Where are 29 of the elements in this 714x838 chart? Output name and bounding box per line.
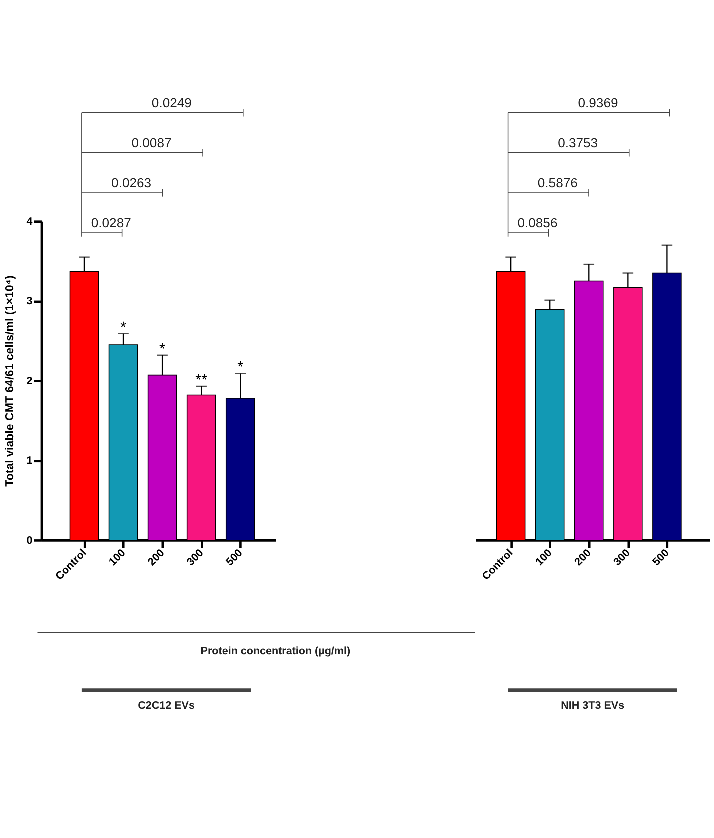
annotation: 0.0287: [91, 216, 132, 231]
y-tick-label: 1: [26, 455, 33, 468]
y-tick-label: 3: [26, 296, 33, 308]
text: Protein concentration (µg/ml): [200, 645, 351, 658]
text: C2C12 EVs: [138, 700, 195, 712]
text: 0.3753: [558, 136, 598, 151]
data-label: *: [160, 340, 166, 358]
x-tick-label: 300: [185, 547, 206, 569]
x-tick-label: 500: [224, 547, 246, 569]
data-label: *: [238, 359, 244, 376]
y-tick-label: 0: [26, 534, 33, 547]
y-axis-title: Total viable CMT 64/61 cells/ml (1×10⁴): [4, 276, 17, 487]
x-tick-label: 100: [534, 547, 555, 569]
text: NIH 3T3 EVs: [561, 700, 625, 712]
x-tick-label: 200: [572, 547, 594, 569]
y-tick-label: 2: [26, 375, 33, 388]
text: 0.0263: [112, 176, 152, 191]
text: 0.9369: [578, 95, 618, 110]
x-tick-label: 500: [650, 547, 672, 569]
x-tick-label: 100: [107, 547, 128, 569]
text: 0.0087: [132, 136, 172, 151]
data-label: *: [120, 319, 127, 336]
x-tick-label: 200: [146, 547, 168, 569]
annotation: 0.0856: [518, 216, 558, 231]
data-label: **: [196, 372, 208, 389]
x-tick-label: 300: [612, 547, 633, 569]
text: 0.0249: [152, 95, 192, 110]
text: 0.5876: [538, 176, 578, 191]
y-tick-label: 4: [26, 216, 33, 228]
